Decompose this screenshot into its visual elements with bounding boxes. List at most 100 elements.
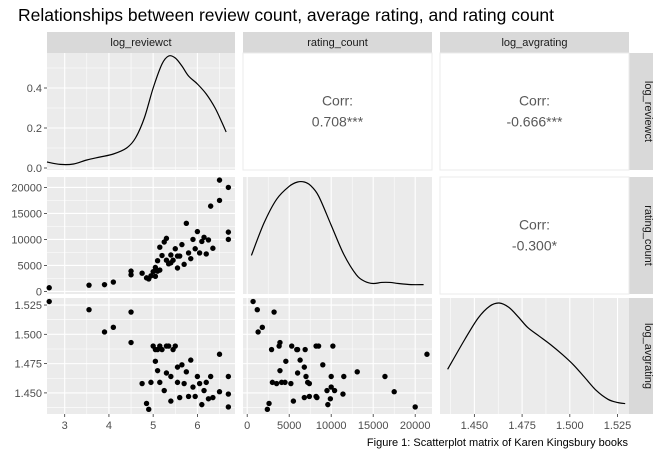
scatter-point [271, 309, 277, 315]
scatter-point [303, 373, 309, 380]
scatter-point [154, 367, 161, 374]
correlation-label: Corr: [322, 93, 353, 109]
scatter-point [181, 261, 187, 268]
scatter-point [86, 282, 92, 288]
density-curve [447, 302, 626, 405]
y-tick-label-log-avgrating: 1.525 [14, 300, 42, 312]
y-tick-label-density: 0.4 [27, 83, 42, 95]
scatter-point [168, 398, 174, 404]
y-tick-label-log-avgrating: 1.500 [14, 329, 42, 341]
correlation-panel [439, 176, 630, 295]
scatter-point [174, 379, 181, 386]
scatter-point [86, 307, 92, 313]
scatter-point [196, 380, 203, 387]
scatter-point [177, 253, 183, 259]
x-tick-label: 20000 [400, 420, 431, 432]
scatter-point [216, 177, 223, 183]
column-strip [47, 32, 235, 53]
scatter-point [216, 197, 223, 204]
scatter-point [324, 387, 330, 394]
correlation-panel [439, 52, 630, 171]
scatter-point [192, 393, 198, 400]
panel-background [47, 298, 235, 414]
x-tick-label: 5 [150, 420, 156, 432]
scatter-point [216, 389, 223, 395]
scatter-point [207, 373, 214, 380]
scatter-point [46, 285, 52, 291]
scatter-point [172, 343, 178, 349]
scatter-point [201, 234, 207, 241]
column-strip [243, 32, 432, 53]
scatter-point [150, 268, 156, 275]
scatter-point [157, 267, 163, 273]
scatter-point [183, 369, 190, 375]
scatter-point [46, 298, 52, 305]
scatter-point [194, 373, 201, 380]
scatter-point [163, 235, 170, 242]
scatter-point [152, 273, 159, 280]
x-tick-label: 10000 [316, 420, 347, 432]
scatter-point [101, 329, 108, 335]
panel-background [243, 298, 432, 414]
scatter-point [210, 245, 216, 251]
chart-caption: Figure 1: Scatterplot matrix of Karen Ki… [367, 437, 629, 449]
scatter-point [128, 309, 134, 315]
scatter-point [152, 358, 159, 364]
scatter-point [101, 281, 108, 288]
scatter-point [207, 203, 214, 209]
scatter-point [314, 394, 320, 401]
scatter-point [139, 270, 145, 276]
scatter-point [250, 298, 256, 305]
scatter-point [143, 400, 150, 407]
scatter-point [159, 346, 165, 353]
x-tick-label: 1.500 [556, 420, 584, 432]
scatter-point [194, 228, 201, 235]
scatter-point [216, 351, 223, 357]
scatter-point [301, 364, 308, 370]
x-tick-label: 0 [244, 420, 250, 432]
density-curve [46, 55, 227, 166]
y-tick-label-rating-count: 10000 [11, 234, 42, 246]
scatter-point [192, 246, 198, 252]
column-strip [440, 32, 629, 53]
scatter-point [165, 343, 172, 349]
scatter-point [290, 398, 297, 404]
panel-background [47, 177, 235, 294]
row-strip [629, 53, 653, 170]
scatter-point [225, 236, 232, 243]
scatter-point [225, 391, 232, 397]
scatter-point [266, 400, 272, 407]
scatter-point [254, 307, 260, 313]
scatter-point [225, 184, 232, 191]
row-strip [629, 298, 653, 414]
scatter-point [190, 236, 196, 243]
x-tick-label: 1.450 [461, 420, 489, 432]
x-tick-label: 1.525 [604, 420, 632, 432]
scatter-point [341, 373, 347, 380]
correlation-value: -0.300* [512, 238, 558, 254]
scatter-point [273, 380, 280, 387]
panel-background [440, 298, 629, 414]
y-tick-label-log-avgrating: 1.450 [14, 388, 42, 400]
scatter-point [188, 357, 194, 363]
row-strip-label: rating_count [642, 205, 654, 266]
y-tick-label-log-avgrating: 1.475 [14, 359, 42, 371]
scatter-point [264, 406, 271, 413]
correlation-panel [242, 52, 433, 171]
x-tick-label: 1.475 [508, 420, 536, 432]
scatter-point [199, 401, 205, 408]
correlation-label: Corr: [519, 217, 550, 233]
scatter-point [283, 358, 289, 364]
x-tick-label: 3 [62, 420, 68, 432]
scatter-point [276, 343, 282, 349]
scatter-point [382, 373, 388, 380]
correlation-value: 0.708*** [312, 114, 364, 130]
scatter-point [268, 346, 275, 353]
scatter-point [196, 250, 203, 256]
scatter-point [177, 394, 183, 401]
scatter-point [320, 362, 326, 368]
scatter-point [168, 373, 174, 380]
scatter-point [294, 370, 301, 376]
scatter-point [301, 394, 308, 401]
